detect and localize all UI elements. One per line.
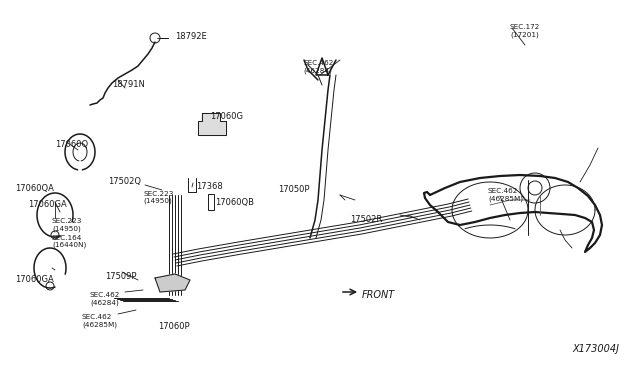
Text: FRONT: FRONT <box>362 290 396 300</box>
Text: SEC.223
(14950): SEC.223 (14950) <box>52 218 83 231</box>
Text: 17368: 17368 <box>196 182 223 191</box>
Text: 17060G: 17060G <box>210 112 243 121</box>
Text: 17060QB: 17060QB <box>215 198 254 207</box>
Bar <box>208 194 214 210</box>
Text: 17050P: 17050P <box>278 185 310 194</box>
Text: SEC.462
(46284): SEC.462 (46284) <box>303 60 333 74</box>
Text: 17060P: 17060P <box>158 322 189 331</box>
Text: 18792E: 18792E <box>175 32 207 41</box>
Text: 17060QA: 17060QA <box>15 184 54 193</box>
Text: 17502R: 17502R <box>350 215 382 224</box>
Text: 17509P: 17509P <box>105 272 136 281</box>
Text: 17502Q: 17502Q <box>108 177 141 186</box>
Text: 18791N: 18791N <box>112 80 145 89</box>
Text: 17060GA: 17060GA <box>28 200 67 209</box>
Text: SEC.172
(17201): SEC.172 (17201) <box>510 24 540 38</box>
Text: SEC.164
(16440N): SEC.164 (16440N) <box>52 235 86 248</box>
Text: SEC.462
(46285M): SEC.462 (46285M) <box>488 188 523 202</box>
Polygon shape <box>155 274 190 292</box>
Text: 17060GA: 17060GA <box>15 275 54 284</box>
Text: 17060Q: 17060Q <box>55 140 88 149</box>
Text: SEC.223
(14950): SEC.223 (14950) <box>143 191 173 205</box>
Polygon shape <box>198 113 226 135</box>
Text: X173004J: X173004J <box>572 344 619 354</box>
Text: SEC.462
(46284): SEC.462 (46284) <box>90 292 120 305</box>
Text: SEC.462
(46285M): SEC.462 (46285M) <box>82 314 117 327</box>
